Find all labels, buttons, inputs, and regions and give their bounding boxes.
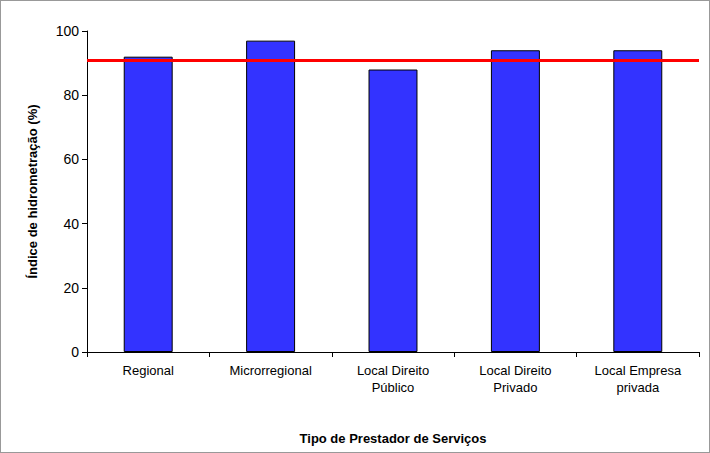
svg-text:20: 20 <box>63 280 79 296</box>
svg-text:Local Direito: Local Direito <box>479 363 551 378</box>
svg-text:100: 100 <box>56 23 80 39</box>
svg-text:Microrregional: Microrregional <box>229 363 311 378</box>
svg-text:0: 0 <box>71 344 79 360</box>
svg-text:Privado: Privado <box>493 380 537 395</box>
svg-text:Local Direito: Local Direito <box>357 363 429 378</box>
svg-text:60: 60 <box>63 151 79 167</box>
svg-text:Local Empresa: Local Empresa <box>594 363 681 378</box>
svg-text:40: 40 <box>63 216 79 232</box>
svg-text:Índice de hidrometração (%): Índice de hidrometração (%) <box>25 104 40 278</box>
svg-text:Tipo de Prestador de Serviços: Tipo de Prestador de Serviços <box>300 431 487 446</box>
svg-text:Regional: Regional <box>123 363 174 378</box>
svg-text:privada: privada <box>616 380 659 395</box>
svg-text:Público: Público <box>372 380 415 395</box>
svg-text:80: 80 <box>63 87 79 103</box>
